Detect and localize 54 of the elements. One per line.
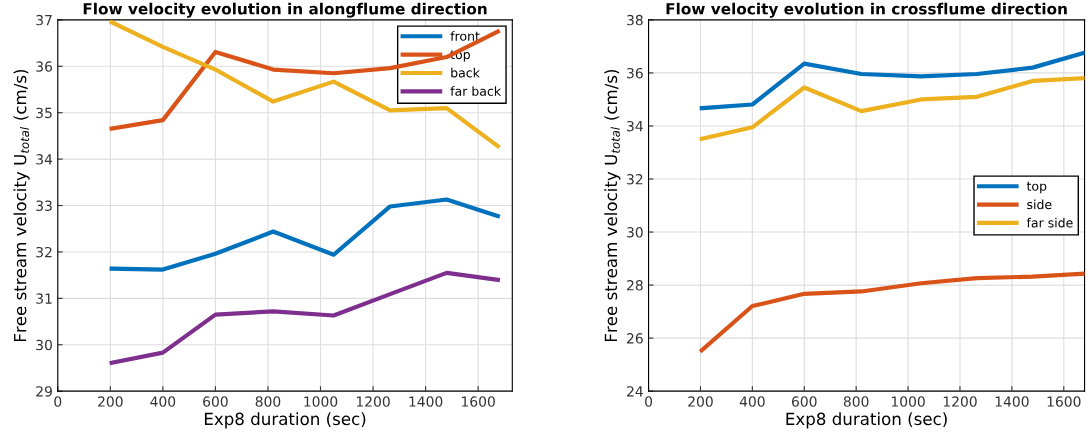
line-series bbox=[699, 76, 1085, 141]
y-tick-label: 34 bbox=[627, 120, 643, 132]
line-series bbox=[109, 29, 500, 131]
y-tick-label: 31 bbox=[36, 293, 52, 304]
y-tick-label: 30 bbox=[627, 227, 643, 238]
chart-title: Flow velocity evolution in crossflume direction bbox=[666, 2, 1067, 18]
legend-label: front bbox=[450, 31, 480, 41]
y-tick-label: 36 bbox=[36, 61, 53, 72]
x-axis-title: Exp8 duration (sec) bbox=[204, 412, 366, 429]
x-tick-label: 1000 bbox=[304, 396, 338, 407]
line-series bbox=[109, 197, 500, 272]
line-series bbox=[699, 271, 1085, 353]
x-axis-title: Exp8 duration (sec) bbox=[786, 412, 947, 429]
x-tick-label: 200 bbox=[98, 396, 123, 407]
line-series bbox=[699, 50, 1085, 111]
x-tick-label: 400 bbox=[739, 396, 765, 407]
x-tick-label: 0 bbox=[54, 396, 62, 407]
x-tick-label: 600 bbox=[791, 396, 817, 407]
x-tick-label: 1600 bbox=[462, 396, 495, 407]
legend-label: top bbox=[1026, 181, 1047, 194]
x-tick-label: 400 bbox=[150, 396, 176, 407]
line-series bbox=[109, 20, 500, 149]
x-tick-label: 0 bbox=[645, 396, 653, 407]
y-tick-label: 28 bbox=[627, 280, 643, 291]
x-tick-label: 800 bbox=[843, 396, 869, 407]
chart-title: Flow velocity evolution in alongflume direction bbox=[83, 2, 487, 18]
y-tick-label: 36 bbox=[627, 67, 643, 79]
x-tick-label: 1200 bbox=[356, 396, 390, 407]
legend-label: side bbox=[1027, 199, 1052, 210]
y-tick-label: 38 bbox=[627, 14, 643, 26]
y-tick-label: 33 bbox=[36, 200, 52, 211]
x-tick-label: 800 bbox=[255, 396, 281, 407]
y-axis-title: Free stream velocity U$_{total}$ (cm/s) bbox=[604, 69, 621, 342]
x-tick-label: 1400 bbox=[409, 396, 443, 407]
x-tick-label: 1400 bbox=[995, 396, 1029, 407]
x-tick-label: 200 bbox=[688, 396, 713, 407]
line-series bbox=[109, 270, 500, 365]
y-tick-label: 24 bbox=[627, 386, 643, 397]
y-tick-label: 29 bbox=[36, 386, 52, 397]
legend-label: far side bbox=[1026, 217, 1073, 228]
x-tick-label: 1200 bbox=[943, 396, 977, 407]
y-tick-label: 32 bbox=[627, 173, 643, 185]
y-tick-label: 30 bbox=[36, 339, 52, 351]
y-tick-label: 35 bbox=[36, 107, 52, 119]
legend-label: far back bbox=[450, 86, 502, 96]
y-axis-title: Free stream velocity U$_{total}$ (cm/s) bbox=[13, 69, 30, 342]
legend-label: back bbox=[451, 67, 480, 78]
x-tick-label: 1600 bbox=[1047, 396, 1081, 407]
x-tick-label: 600 bbox=[203, 396, 228, 407]
x-tick-label: 1000 bbox=[891, 396, 925, 407]
y-tick-label: 37 bbox=[36, 14, 52, 26]
y-tick-label: 26 bbox=[627, 333, 643, 344]
y-tick-label: 34 bbox=[36, 154, 53, 165]
y-tick-label: 32 bbox=[36, 246, 52, 258]
